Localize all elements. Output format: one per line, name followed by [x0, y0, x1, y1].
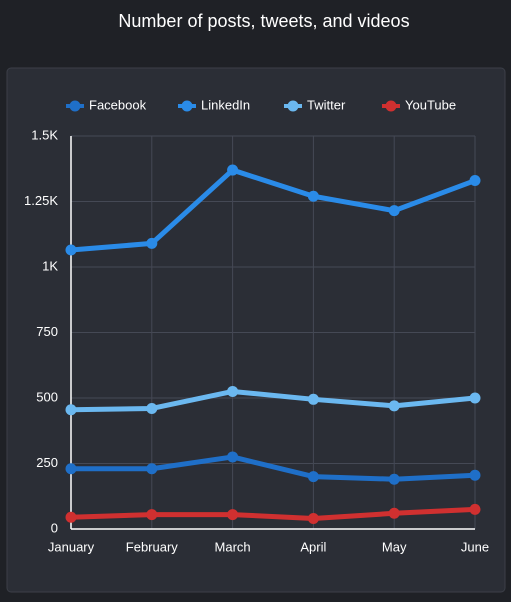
series-line [70, 388, 476, 413]
series-line [70, 506, 476, 522]
legend-swatch [385, 100, 397, 112]
data-point [307, 471, 319, 483]
data-point [469, 469, 481, 481]
series-line [71, 454, 476, 482]
x-tick-label: June [461, 539, 489, 554]
x-tick-label: April [300, 539, 326, 554]
series-line [70, 167, 476, 253]
y-tick-label: 0 [51, 520, 58, 535]
data-point [146, 237, 158, 249]
y-tick-label: 750 [36, 324, 58, 339]
data-point [65, 463, 77, 475]
chart-title: Number of posts, tweets, and videos [118, 11, 409, 31]
legend-label: Facebook [89, 97, 147, 112]
data-point [388, 473, 400, 485]
data-point [146, 402, 158, 414]
data-point [65, 511, 77, 523]
x-tick-label: February [126, 539, 179, 554]
legend-label: LinkedIn [201, 97, 250, 112]
legend-swatch [287, 100, 299, 112]
data-point [388, 400, 400, 412]
data-point [388, 205, 400, 217]
data-point [227, 509, 239, 521]
data-point [65, 244, 77, 256]
y-tick-label: 1.5K [31, 127, 58, 142]
legend-label: YouTube [405, 97, 456, 112]
legend-label: Twitter [307, 97, 346, 112]
data-point [227, 385, 239, 397]
data-point [65, 404, 77, 416]
data-point [469, 175, 481, 187]
data-point [388, 507, 400, 519]
data-point [469, 503, 481, 515]
data-point [307, 190, 319, 202]
x-tick-label: January [48, 539, 95, 554]
data-point [307, 393, 319, 405]
data-point [227, 451, 239, 463]
data-point [307, 513, 319, 525]
data-point [146, 509, 158, 521]
data-point [146, 463, 158, 475]
legend-swatch [181, 100, 193, 112]
data-point [227, 164, 239, 176]
y-tick-label: 500 [36, 389, 58, 404]
data-point [469, 392, 481, 404]
panel [6, 67, 506, 593]
legend-swatch [69, 100, 81, 112]
x-tick-label: March [215, 539, 251, 554]
y-tick-label: 250 [36, 455, 58, 470]
y-tick-label: 1.25K [24, 193, 58, 208]
x-tick-label: May [382, 539, 407, 554]
y-tick-label: 1K [42, 258, 58, 273]
